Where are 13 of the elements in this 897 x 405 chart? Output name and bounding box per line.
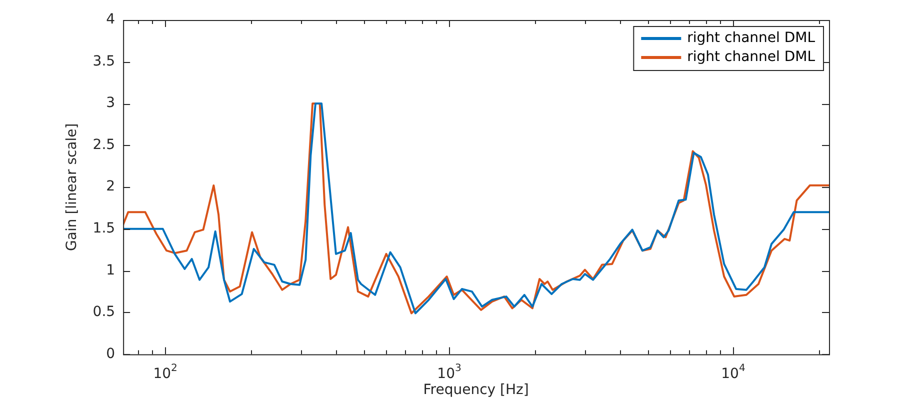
y-tick-label: 1.5	[92, 220, 116, 237]
legend-label: right channel DML	[687, 49, 816, 66]
legend-label: right channel DML	[687, 30, 816, 46]
y-axis-title: Gain [linear scale]	[64, 123, 80, 251]
y-tick-label: 4	[106, 12, 116, 28]
y-tick-label: 0.5	[92, 304, 116, 320]
y-tick-label: 3	[106, 95, 116, 112]
y-tick-label: 3.5	[92, 53, 116, 70]
x-axis-title: Frequency [Hz]	[423, 382, 529, 398]
y-tick-label: 1	[106, 262, 116, 278]
y-tick-label: 0	[106, 346, 116, 362]
y-tick-label: 2.5	[92, 136, 116, 153]
y-tick-label: 2	[106, 178, 116, 195]
